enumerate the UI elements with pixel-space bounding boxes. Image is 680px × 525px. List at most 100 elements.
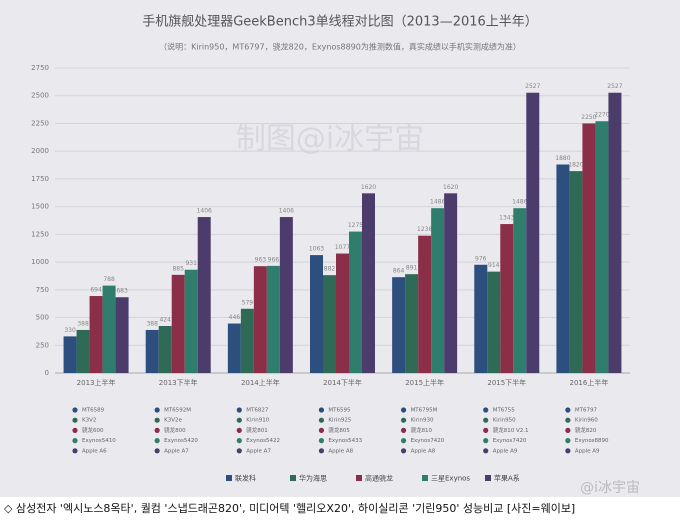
chip-dot (318, 407, 325, 413)
bar (158, 325, 172, 373)
chip-name: Kirin950 (493, 418, 516, 424)
bar (444, 193, 458, 373)
bar (253, 266, 267, 373)
legend-swatch (356, 475, 362, 481)
value-label: 1406 (279, 208, 294, 215)
chip-name: 骁龙820 (575, 426, 597, 434)
bar (323, 275, 336, 373)
chip-dot (565, 407, 571, 413)
x-tick-label: 2014下半年 (323, 378, 362, 387)
value-label: 388 (146, 320, 158, 327)
chip-name: Kirin930 (411, 418, 434, 424)
value-label: 1486 (430, 199, 445, 206)
legend-label: 苹果A系 (494, 474, 520, 483)
value-label: 388 (77, 320, 89, 327)
bar (336, 253, 349, 373)
value-label: 694 (90, 287, 102, 294)
bar (474, 264, 488, 373)
bar (171, 274, 185, 373)
chip-dot (565, 427, 571, 433)
chip-dot (400, 407, 407, 413)
value-label: 885 (172, 265, 184, 272)
value-label: 579 (242, 299, 254, 306)
value-label: 966 (268, 256, 280, 263)
chip-dot (483, 448, 489, 454)
chip-name: MT6755 (493, 408, 516, 414)
chip-dot (236, 438, 242, 444)
y-tick-label: 1000 (31, 258, 49, 266)
chip-dot (483, 438, 489, 444)
value-label: 1620 (361, 184, 376, 191)
chip-dot (318, 427, 325, 433)
x-tick-label: 2015下半年 (487, 378, 526, 387)
chip-name: Exynos8890 (575, 438, 609, 444)
caption: ◇ 삼성전자 '엑시노스8옥타', 퀄컴 '스냅드래곤820', 미디어텍 '헬… (4, 501, 575, 515)
watermark: 制图@i冰宇宙 (236, 122, 424, 157)
bar (279, 217, 293, 373)
chip-name: Kirin960 (575, 418, 598, 424)
y-tick-label: 2250 (31, 119, 49, 127)
chip-name: MT6592M (164, 408, 191, 414)
value-label: 914 (488, 262, 500, 269)
bar (76, 329, 90, 373)
bar (431, 208, 445, 373)
chip-dot (236, 448, 242, 454)
bar (89, 296, 103, 373)
chip-dot (565, 448, 571, 454)
x-tick-label: 2015上半年 (405, 378, 444, 387)
chip-dot (72, 438, 78, 444)
chip-name: K3V2e (164, 418, 182, 424)
chip-name: Exynos5422 (246, 438, 280, 444)
chip-dot (400, 438, 407, 444)
legend-label: 联发科 (235, 474, 256, 483)
bar (556, 164, 570, 373)
chip-name: Apple A9 (493, 448, 518, 454)
y-tick-label: 500 (36, 314, 49, 322)
chip-name: Exynos5420 (164, 438, 198, 444)
chip-name: 骁龙805 (328, 426, 350, 434)
chip-dot (483, 417, 489, 423)
value-label: 330 (64, 327, 76, 334)
chip-name: MT6795M (411, 408, 438, 414)
chip-name: 骁龙810 (411, 426, 433, 434)
chip-name: MT6595 (328, 408, 351, 414)
y-tick-label: 1250 (31, 230, 49, 238)
bar (266, 265, 280, 373)
chip-dot (318, 438, 325, 444)
bar (349, 231, 362, 373)
chip-dot (154, 417, 160, 423)
value-label: 891 (406, 265, 418, 272)
value-label: 683 (116, 288, 128, 295)
y-tick-label: 2750 (31, 64, 49, 72)
chip-dot (72, 407, 78, 413)
bar (184, 269, 198, 373)
chip-dot (154, 438, 160, 444)
y-tick-label: 750 (36, 286, 49, 294)
chip-dot (154, 407, 160, 413)
chip-name: Exynos5433 (328, 438, 362, 444)
bar (595, 121, 609, 374)
value-label: 1275 (348, 222, 363, 229)
chip-name: Apple A8 (411, 448, 436, 454)
credit: @i冰宇宙 (580, 480, 640, 496)
value-label: 1486 (512, 199, 527, 206)
chip-name: Exynos5410 (82, 438, 116, 444)
bar (526, 92, 540, 373)
bar (500, 224, 514, 373)
x-tick-label: 2014上半年 (241, 378, 280, 387)
chip-dot (400, 427, 407, 433)
bar (362, 193, 375, 373)
value-label: 1063 (309, 246, 324, 253)
chip-name: MT6827 (246, 408, 269, 414)
chip-name: 骁龙801 (246, 426, 267, 434)
legend-label: 华为海思 (299, 474, 327, 483)
value-label: 963 (255, 257, 267, 264)
chart-subtitle: （说明：Kirin950，MT6797，骁龙820，Exynos8890为推测数… (159, 42, 521, 52)
chip-name: Apple A7 (164, 448, 189, 454)
x-tick-label: 2013下半年 (159, 378, 198, 387)
value-label: 2270 (594, 112, 609, 119)
bar (227, 323, 241, 373)
y-tick-label: 1500 (31, 203, 49, 211)
bar (513, 208, 527, 373)
